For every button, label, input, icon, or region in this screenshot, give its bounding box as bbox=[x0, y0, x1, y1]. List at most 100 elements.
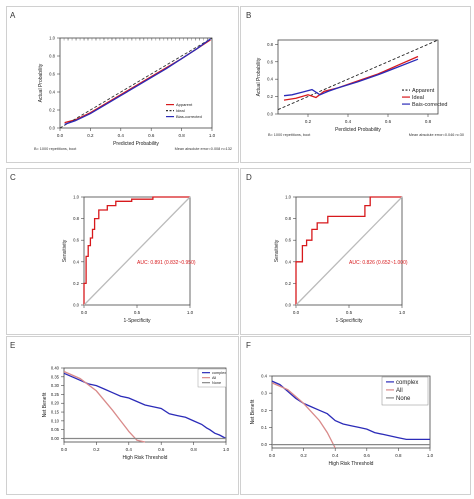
x-tick-label: 0.0 bbox=[61, 447, 68, 452]
legend-label: complex bbox=[396, 380, 418, 386]
legend-label: Ideal bbox=[412, 95, 424, 101]
x-tick-label: 0.6 bbox=[364, 453, 371, 458]
series-line-ideal bbox=[283, 55, 419, 101]
y-tick-label: 0.2 bbox=[261, 408, 267, 413]
x-tick-label: 0.0 bbox=[57, 133, 64, 138]
series-line-roc bbox=[295, 196, 402, 305]
legend-label: Apparent bbox=[176, 102, 193, 107]
legend-label: Ideal bbox=[176, 108, 185, 113]
series-line-complex bbox=[271, 380, 430, 441]
series-line-diagonal bbox=[83, 196, 191, 306]
auc-annotation: AUC: 0.891 (0.832~0.950) bbox=[137, 260, 196, 266]
panel-letter: A bbox=[10, 11, 16, 20]
y-tick-label: 0.3 bbox=[261, 391, 267, 396]
panel-c: C 0.0 0.5 1.0 0.0 0.2 0.4 0.6 0.8 1.0 1-Specificit… bbox=[6, 168, 239, 335]
legend-label: Bias-corrected bbox=[176, 114, 202, 119]
y-tick-label: 0.0 bbox=[285, 303, 291, 308]
x-tick-label: 0.8 bbox=[395, 453, 402, 458]
series-line-all bbox=[271, 382, 336, 449]
x-tick-label: 0.5 bbox=[346, 310, 353, 315]
y-tick-label: 0.4 bbox=[73, 259, 79, 264]
plot-area bbox=[271, 375, 431, 449]
x-tick-label: 0.0 bbox=[81, 310, 88, 315]
y-tick-label: 0.30 bbox=[51, 383, 60, 388]
x-axis-label: Predicted Probability bbox=[113, 141, 159, 147]
legend-label: complex bbox=[212, 371, 226, 375]
x-tick-label: 1.0 bbox=[209, 133, 216, 138]
y-axis-label: Sensitivity bbox=[62, 239, 68, 262]
panel-letter: D bbox=[246, 173, 252, 182]
series-line-bias-corrected bbox=[64, 38, 211, 126]
panel-f: F 0.0 0.2 0.4 0.6 0.8 1.0 0.0 0.1 0.2 0.3 0.4 High R… bbox=[240, 336, 471, 495]
y-tick-label: 0.2 bbox=[267, 94, 273, 99]
y-tick-label: 0.00 bbox=[51, 436, 60, 441]
series-line-complex bbox=[63, 372, 227, 440]
x-tick-label: 0.6 bbox=[385, 119, 392, 124]
x-tick-label: 0.2 bbox=[305, 119, 312, 124]
x-tick-label: 0.4 bbox=[126, 447, 133, 452]
panel-letter: C bbox=[10, 173, 16, 182]
y-tick-label: 0.4 bbox=[49, 90, 55, 95]
x-axis-label: 1-Specificity bbox=[124, 318, 151, 324]
y-tick-label: 0.4 bbox=[267, 77, 273, 82]
x-tick-label: 0.8 bbox=[178, 133, 185, 138]
y-tick-label: 0.4 bbox=[261, 374, 267, 379]
y-tick-label: 0.05 bbox=[51, 427, 60, 432]
panel-d: D 0.0 0.5 1.0 0.0 0.2 0.4 0.6 0.8 1.0 1-Specificit… bbox=[240, 168, 471, 335]
panel-frame bbox=[6, 336, 239, 495]
y-tick-label: 1.0 bbox=[49, 36, 55, 41]
series-line-roc bbox=[83, 196, 190, 305]
series-line-ideal bbox=[59, 37, 213, 129]
series-line-diagonal bbox=[295, 196, 403, 306]
y-tick-label: 0.20 bbox=[51, 401, 60, 406]
y-axis-label: Actual Probability bbox=[256, 57, 262, 96]
y-tick-label: 0.40 bbox=[51, 366, 60, 371]
footer-left: B= 1000 repetitions, boot bbox=[268, 133, 311, 137]
legend-label: All bbox=[212, 376, 216, 380]
x-tick-label: 0.8 bbox=[425, 119, 432, 124]
x-tick-label: 1.0 bbox=[399, 310, 406, 315]
y-axis-label: Sensitivity bbox=[274, 239, 280, 262]
x-tick-label: 0.6 bbox=[158, 447, 165, 452]
y-axis-label: Actual Probability bbox=[38, 63, 44, 102]
y-tick-label: 0.6 bbox=[285, 238, 291, 243]
x-axis-label: High Risk Threshold bbox=[329, 461, 374, 467]
panel-e: E 0.0 0.2 0.4 0.6 0.8 1.0 0.00 0.05 0.10 0.15 0.20 0… bbox=[6, 336, 239, 495]
y-tick-label: 0.6 bbox=[49, 72, 55, 77]
series-line-bais-corrected bbox=[283, 58, 419, 97]
x-tick-label: 0.5 bbox=[134, 310, 141, 315]
y-tick-label: 0.2 bbox=[73, 281, 79, 286]
panel-frame bbox=[240, 336, 471, 495]
plot-area bbox=[277, 39, 439, 115]
y-tick-label: 0.6 bbox=[73, 238, 79, 243]
y-tick-label: 0.15 bbox=[51, 410, 60, 415]
x-tick-label: 0.4 bbox=[118, 133, 125, 138]
y-axis-label: Net Benefit bbox=[42, 392, 48, 417]
legend-label: None bbox=[396, 396, 411, 402]
x-tick-label: 1.0 bbox=[427, 453, 434, 458]
series-line-apparent bbox=[277, 39, 439, 111]
x-tick-label: 0.2 bbox=[93, 447, 100, 452]
y-tick-label: 0.0 bbox=[73, 303, 79, 308]
x-tick-label: 0.6 bbox=[148, 133, 155, 138]
panel-frame bbox=[240, 6, 471, 163]
y-tick-label: 0.8 bbox=[73, 216, 79, 221]
footer-right: Mean absolute error=0.046 n=30 bbox=[409, 133, 464, 137]
panel-frame bbox=[6, 6, 239, 163]
y-tick-label: 0.0 bbox=[267, 112, 273, 117]
y-tick-label: 0.8 bbox=[267, 42, 273, 47]
y-tick-label: 0.4 bbox=[285, 259, 291, 264]
legend-label: Apparent bbox=[412, 88, 435, 94]
panel-letter: F bbox=[246, 341, 251, 350]
x-tick-label: 0.4 bbox=[345, 119, 352, 124]
x-axis-label: High Risk Threshold bbox=[123, 455, 168, 461]
x-axis-label: Perdicted Probability bbox=[335, 127, 381, 133]
legend-label: All bbox=[396, 388, 403, 394]
y-tick-label: 0.10 bbox=[51, 418, 60, 423]
y-tick-label: 0.35 bbox=[51, 374, 60, 379]
panel-letter: E bbox=[10, 341, 15, 350]
panel-frame bbox=[6, 168, 239, 335]
legend-label: None bbox=[212, 381, 221, 385]
y-tick-label: 0.6 bbox=[267, 59, 273, 64]
